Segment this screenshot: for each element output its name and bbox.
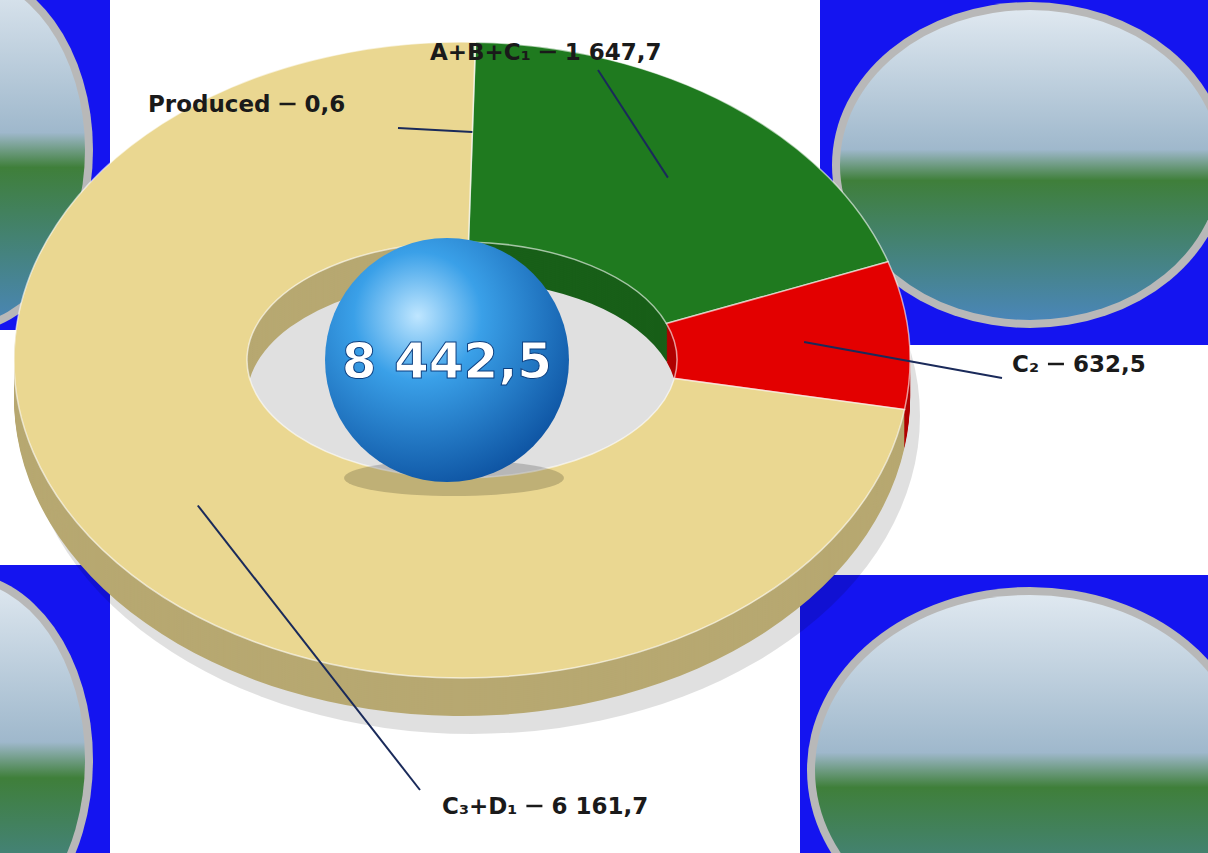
category-label: C₂ [1012, 351, 1039, 377]
sphere [325, 238, 569, 482]
label-separator [280, 103, 296, 106]
photo [840, 10, 1208, 320]
label-separator [526, 805, 542, 808]
photo-frame [807, 587, 1208, 853]
value-label: 0,6 [305, 91, 346, 117]
category-label: Produced [148, 91, 271, 117]
label-separator [1048, 363, 1064, 366]
photo [815, 595, 1208, 853]
leader-line [598, 70, 668, 178]
value-label: 6 161,7 [551, 793, 648, 819]
total-label: 8 442,5 [342, 332, 552, 390]
leader-line [804, 342, 1002, 378]
leader-line [198, 505, 420, 790]
category-label: C₃+D₁ [442, 793, 517, 819]
category-label: A+B+C₁ [430, 39, 531, 65]
chart-canvas: 8 442,5 Produced 0,6 A+B+C₁ 1 647,7 C₂ 632,5 C₃… [0, 0, 1208, 853]
labels: Produced 0,6 A+B+C₁ 1 647,7 C₂ 632,5 C₃+D₁ 6 16… [148, 39, 1146, 819]
photo [0, 580, 85, 853]
slice [14, 42, 905, 678]
slices [14, 42, 910, 678]
value-label: 1 647,7 [565, 39, 662, 65]
label-separator [540, 51, 556, 54]
photo-frame [0, 572, 93, 853]
leader-line [398, 128, 472, 132]
value-label: 632,5 [1073, 351, 1146, 377]
